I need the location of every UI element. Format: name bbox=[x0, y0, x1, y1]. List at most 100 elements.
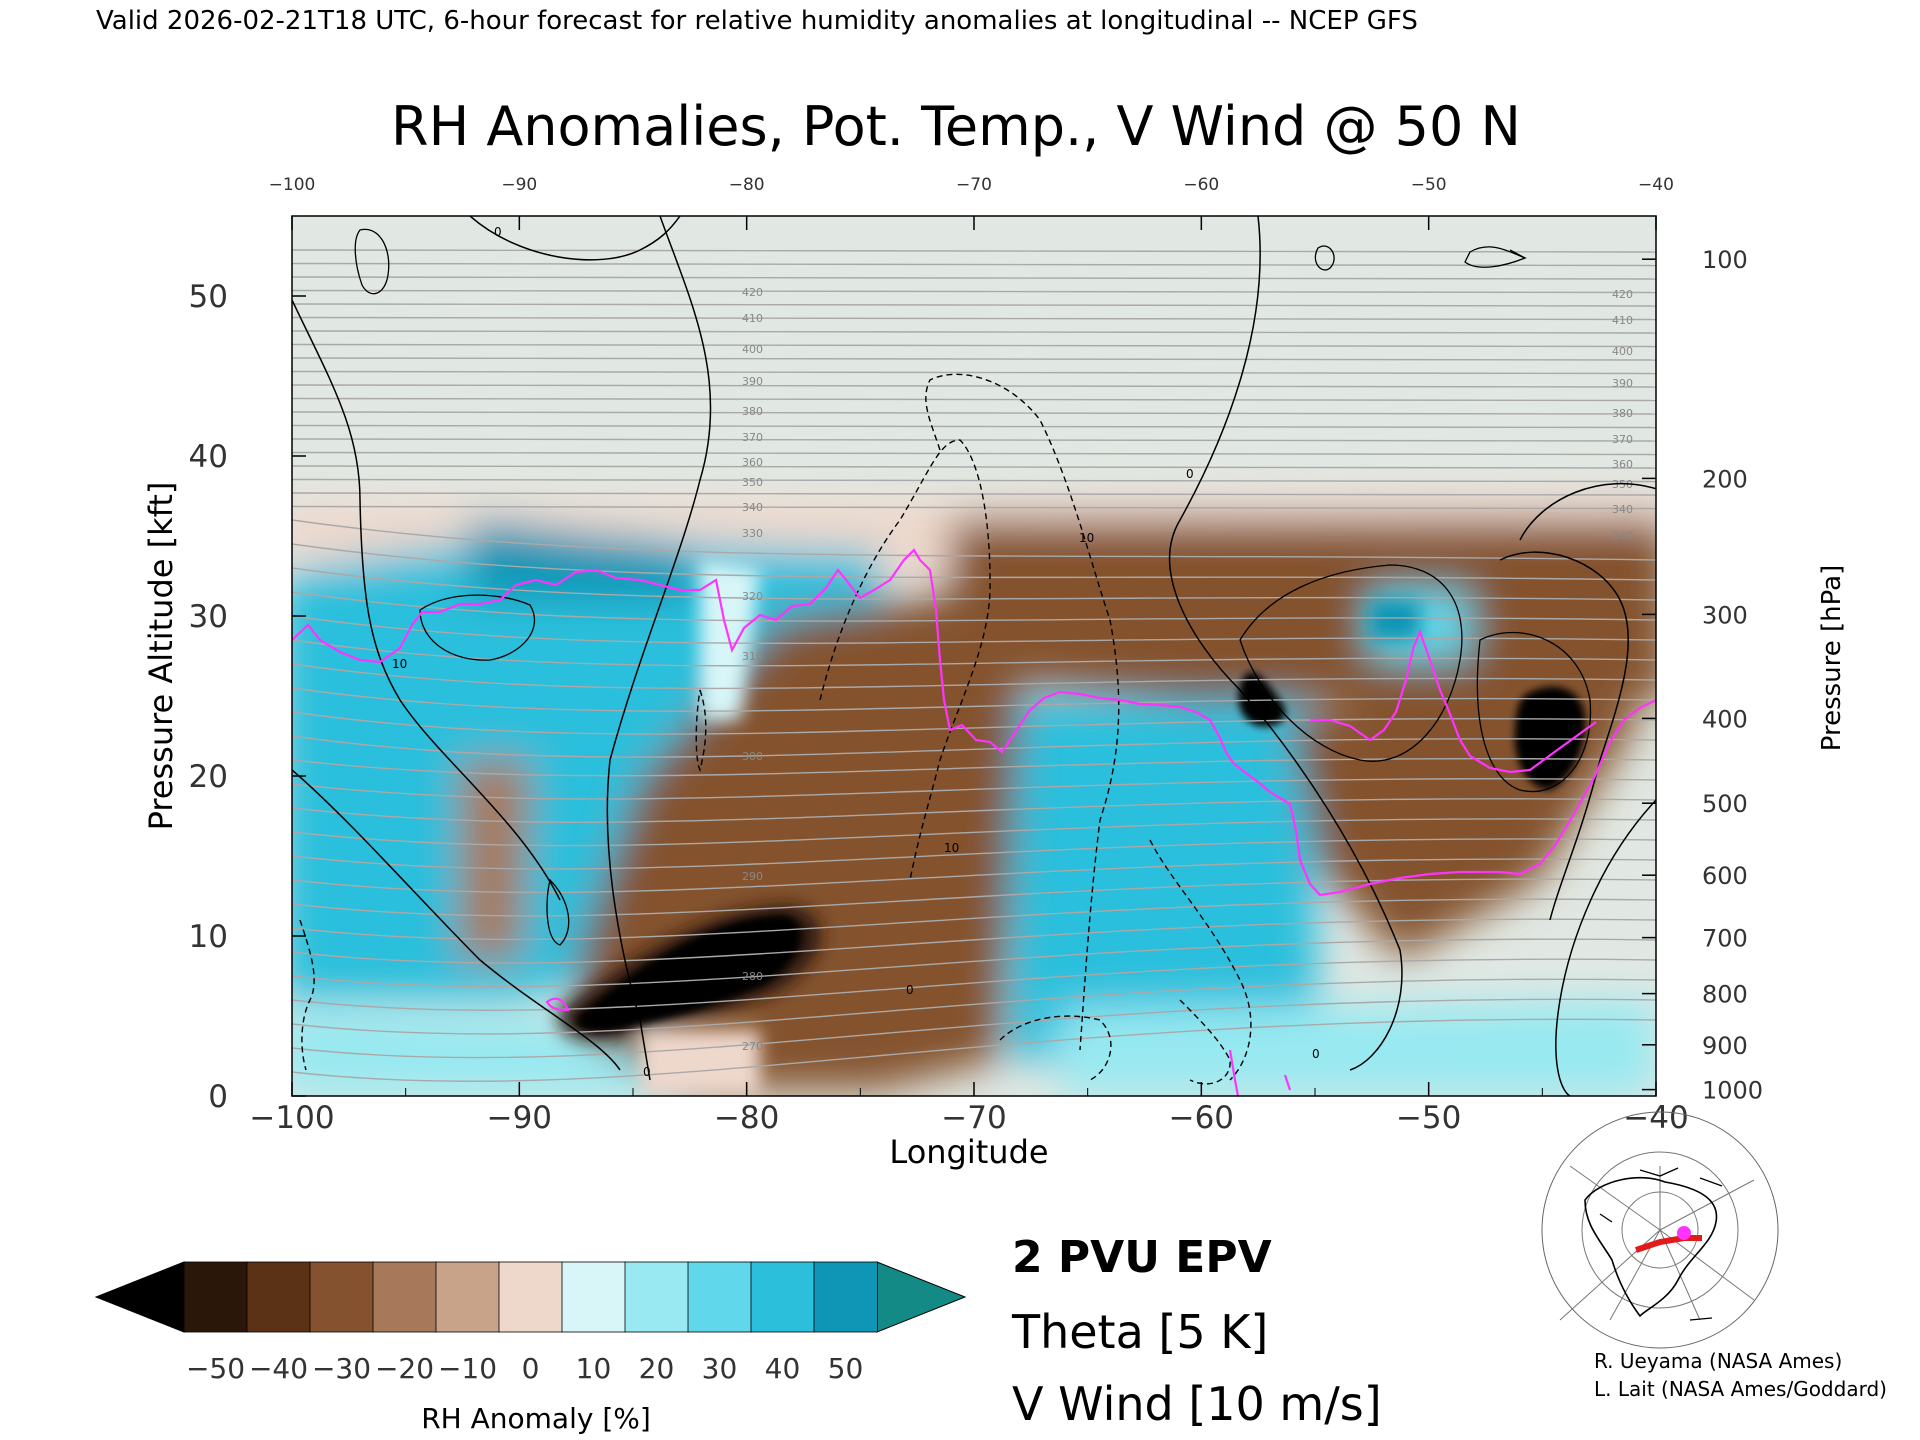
v-wind-label: 10 bbox=[944, 841, 959, 855]
theta-label: 370 bbox=[742, 431, 763, 444]
pressure-tick-label: 600 bbox=[1702, 862, 1748, 890]
theta-contour bbox=[292, 978, 1656, 1035]
v-wind-contour bbox=[1555, 799, 1656, 1096]
theta-label: 280 bbox=[742, 970, 763, 983]
colorbar-tick-label: 0 bbox=[522, 1352, 540, 1385]
theta-contour bbox=[292, 663, 1656, 690]
colorbar: −50 −40 −30 −20 −10 0 10 20 30 40 50 bbox=[94, 1261, 967, 1385]
pressure-tick-label: 500 bbox=[1702, 790, 1748, 818]
theta-label-right: 350 bbox=[1612, 478, 1633, 491]
theta-contour bbox=[292, 838, 1656, 870]
theta-label: 420 bbox=[742, 286, 763, 299]
v-wind-contour-loop bbox=[546, 878, 570, 946]
theta-label-right: 370 bbox=[1612, 433, 1633, 446]
theta-contour bbox=[292, 639, 1656, 667]
theta-label: 300 bbox=[742, 750, 763, 763]
colorbar-tick-label: 10 bbox=[576, 1352, 612, 1385]
theta-contour bbox=[292, 958, 1656, 1012]
x-tick-label: −60 bbox=[1169, 1100, 1234, 1136]
theta-label: 320 bbox=[742, 590, 763, 603]
epv-2pvu-contour bbox=[545, 997, 570, 1012]
colorbar-tick-label: 20 bbox=[639, 1352, 675, 1385]
colorbar-tick-label: 50 bbox=[828, 1352, 864, 1385]
y-tick-label: 10 bbox=[189, 919, 228, 955]
x-tick-label: −100 bbox=[249, 1100, 334, 1136]
theta-contour bbox=[292, 567, 1656, 601]
theta-contour bbox=[292, 918, 1656, 964]
colorbar-tick-label: −50 bbox=[186, 1352, 245, 1385]
theta-label-right: 340 bbox=[1612, 503, 1633, 516]
pressure-tick-label: 100 bbox=[1702, 246, 1748, 274]
v-wind-contour-loop bbox=[354, 228, 390, 295]
colorbar-swatch bbox=[246, 1261, 311, 1333]
v-wind-contour bbox=[1519, 482, 1656, 541]
credit-lait: L. Lait (NASA Ames/Goddard) bbox=[1594, 1377, 1887, 1401]
theta-label: 360 bbox=[742, 456, 763, 469]
y-tick-label: 30 bbox=[189, 599, 228, 635]
v-wind-contour-negative bbox=[695, 689, 707, 773]
rh-anomaly-field bbox=[292, 216, 1656, 1096]
v-wind-contour bbox=[292, 299, 561, 901]
x-tick-label: −70 bbox=[941, 1100, 1006, 1136]
colorbar-swatch bbox=[435, 1261, 500, 1333]
colorbar-label: RH Anomaly [%] bbox=[421, 1402, 651, 1435]
locator-map bbox=[1541, 1111, 1779, 1349]
x-tick-label: −40 bbox=[1623, 1100, 1688, 1136]
theta-contour bbox=[292, 858, 1656, 894]
theta-label: 290 bbox=[742, 870, 763, 883]
y-tick-label: 40 bbox=[189, 439, 228, 475]
theta-label: 270 bbox=[742, 1040, 763, 1053]
x-tick-label-top: −90 bbox=[501, 175, 537, 195]
v-wind-contour-loop bbox=[1314, 245, 1335, 271]
legend-epv: 2 PVU EPV bbox=[1012, 1232, 1272, 1283]
colorbar-tick-label: −10 bbox=[438, 1352, 497, 1385]
theta-contour bbox=[292, 615, 1656, 644]
theta-label: 350 bbox=[742, 476, 763, 489]
theta-contour bbox=[292, 591, 1656, 622]
theta-label: 340 bbox=[742, 501, 763, 514]
pressure-tick-label: 700 bbox=[1702, 925, 1748, 953]
theta-contour bbox=[292, 818, 1656, 847]
v-wind-contour-negative bbox=[999, 1015, 1112, 1081]
pressure-tick-label: 400 bbox=[1702, 705, 1748, 733]
theta-contour bbox=[292, 938, 1656, 988]
x-tick-label-top: −60 bbox=[1183, 175, 1219, 195]
credit-ueyama: R. Ueyama (NASA Ames) bbox=[1594, 1349, 1842, 1373]
theta-label: 310 bbox=[742, 650, 763, 663]
y-tick-label: 50 bbox=[189, 279, 228, 315]
v-wind-label: 0 bbox=[906, 983, 914, 997]
theta-contour bbox=[292, 735, 1656, 758]
x-tick-label-top: −40 bbox=[1638, 175, 1674, 195]
v-wind-contour-loop bbox=[1476, 631, 1592, 793]
theta-label: 380 bbox=[742, 405, 763, 418]
v-wind-contour-loop bbox=[1239, 564, 1463, 762]
x-tick-label-top: −50 bbox=[1411, 175, 1447, 195]
theta-label: 390 bbox=[742, 375, 763, 388]
colorbar-swatch bbox=[372, 1261, 437, 1333]
theta-contour bbox=[292, 711, 1656, 735]
v-wind-contour-loop bbox=[419, 594, 536, 661]
x-tick-label-top: −80 bbox=[729, 175, 765, 195]
theta-contour bbox=[292, 757, 1656, 777]
theta-label-right: 360 bbox=[1612, 458, 1633, 471]
v-wind-contour-negative bbox=[1179, 999, 1231, 1085]
v-wind-contour-negative bbox=[819, 439, 991, 881]
pressure-tick-label: 900 bbox=[1702, 1032, 1748, 1060]
theta-contour bbox=[292, 543, 1656, 581]
epv-2pvu-contour bbox=[1283, 1074, 1292, 1091]
theta-label-right: 420 bbox=[1612, 288, 1633, 301]
x-tick-label-top: −70 bbox=[956, 175, 992, 195]
theta-contour bbox=[292, 998, 1656, 1059]
chart-axes: −100 −100 −90 −90 −80 −80 −70 −70 −60 −60 −50 −50 −4… bbox=[189, 175, 1764, 1136]
colorbar-swatch bbox=[750, 1261, 815, 1333]
theta-label: 410 bbox=[742, 312, 763, 325]
v-wind-contour bbox=[292, 769, 621, 1071]
colorbar-swatch bbox=[561, 1261, 626, 1333]
y-tick-label: 0 bbox=[208, 1079, 228, 1115]
theta-contour bbox=[292, 778, 1656, 800]
theta-contour bbox=[292, 1018, 1656, 1083]
v-wind-contour-negative bbox=[299, 919, 315, 1071]
legend-theta: Theta [5 K] bbox=[1011, 1305, 1268, 1359]
v-wind-label: 0 bbox=[1186, 467, 1194, 481]
theta-contour bbox=[292, 898, 1656, 941]
